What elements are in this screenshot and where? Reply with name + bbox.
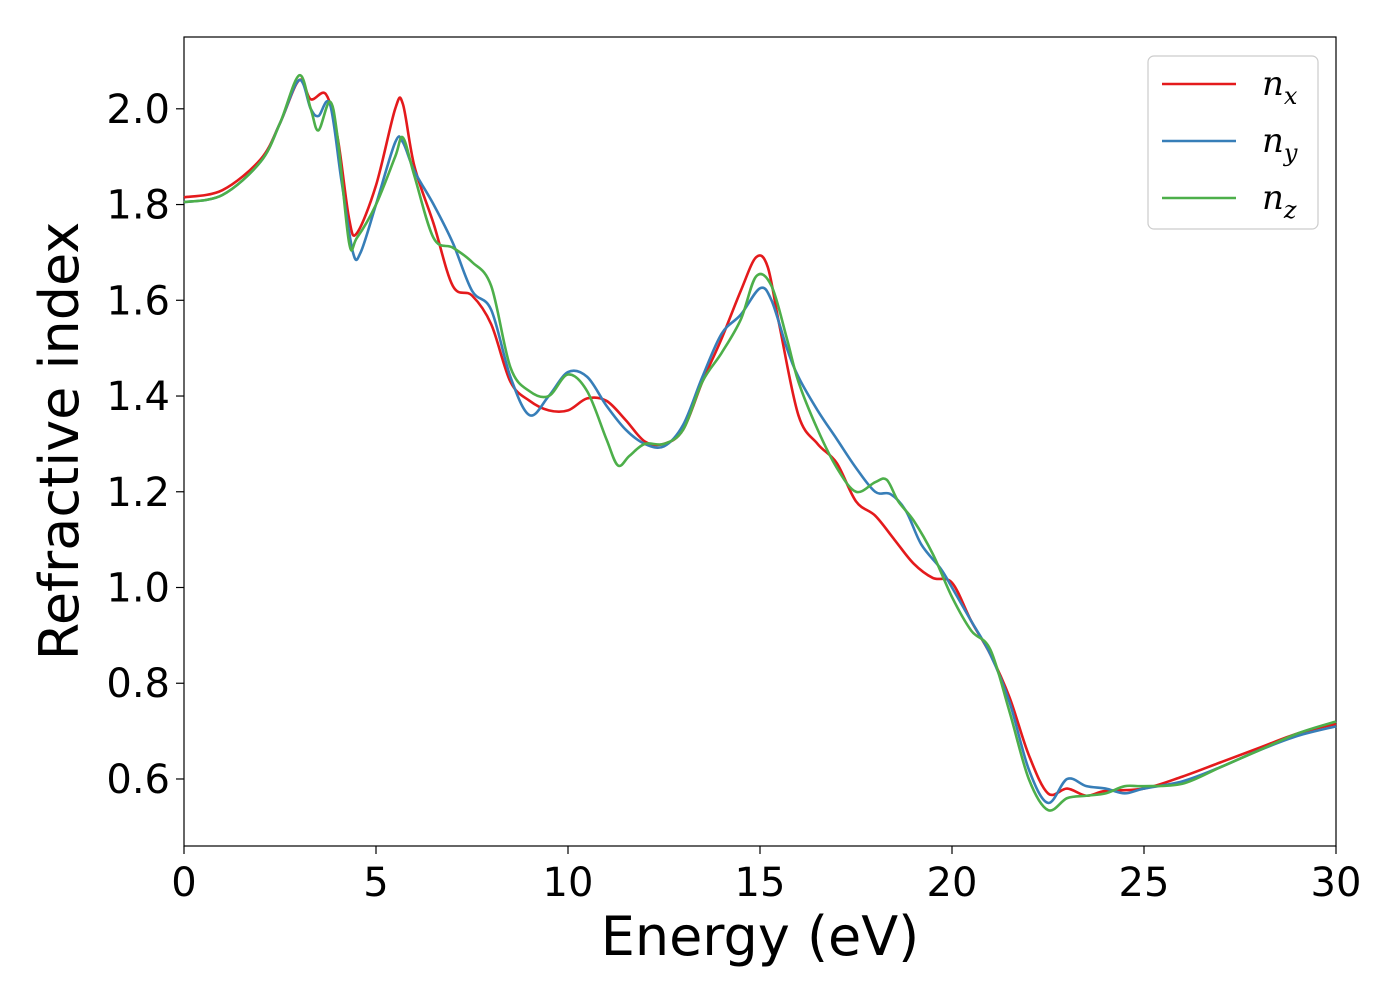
y-tick-label: 1.6	[106, 278, 170, 324]
legend: nx ny nz	[1147, 55, 1319, 230]
x-tick-label: 10	[543, 860, 594, 906]
x-axis-ticks: 0 5 10 15 20 25 30	[171, 846, 1361, 906]
series-layer	[183, 74, 1337, 812]
x-tick-label: 30	[1311, 860, 1362, 906]
legend-label-x: nx	[1262, 64, 1298, 110]
x-tick-label: 25	[1119, 860, 1170, 906]
plot-area	[183, 36, 1337, 847]
x-axis-label: Energy (eV)	[601, 905, 920, 968]
y-tick-label: 1.8	[106, 183, 170, 229]
legend-label-z: nz	[1262, 178, 1297, 224]
x-tick-label: 5	[363, 860, 388, 906]
legend-box	[1147, 55, 1319, 230]
y-tick-label: 1.2	[106, 470, 170, 516]
series-line-y	[183, 78, 1337, 805]
series-line-z	[183, 74, 1337, 812]
legend-label-y: ny	[1262, 121, 1298, 167]
y-axis-label: Refractive index	[28, 222, 91, 661]
y-tick-label: 1.0	[106, 566, 170, 612]
y-tick-label: 2.0	[106, 87, 170, 133]
x-tick-label: 0	[171, 860, 196, 906]
y-tick-label: 0.8	[106, 661, 170, 707]
y-tick-label: 0.6	[106, 757, 170, 803]
x-tick-label: 20	[927, 860, 978, 906]
x-tick-label: 15	[735, 860, 786, 906]
y-tick-label: 1.4	[106, 374, 170, 420]
y-axis-ticks: 0.6 0.8 1.0 1.2 1.4 1.6 1.8 2.0	[106, 87, 184, 803]
